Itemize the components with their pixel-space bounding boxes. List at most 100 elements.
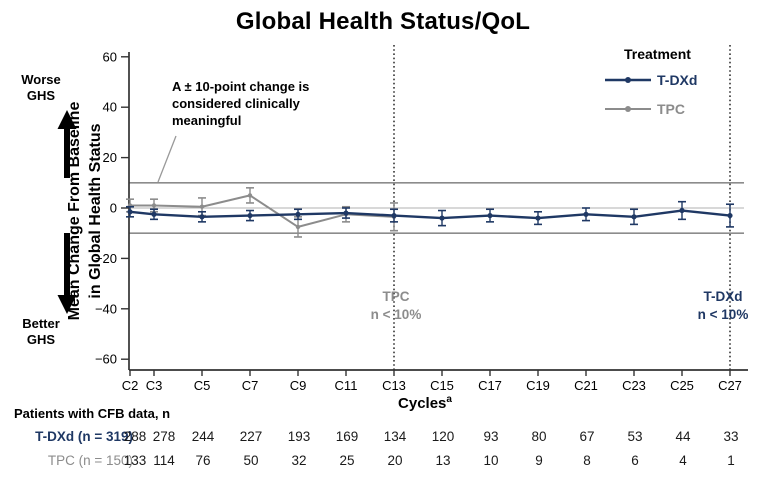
data-point <box>679 207 685 214</box>
data-point <box>127 209 133 215</box>
y-tick-label: 60 <box>103 49 117 64</box>
table-cell-t-dxd-c2: 288 <box>123 429 147 444</box>
better-ghs-label: Better GHS <box>12 316 70 348</box>
better-down-arrow-icon <box>57 233 77 314</box>
table-cell-tpc-c17: 10 <box>483 453 499 468</box>
chart-title: Global Health Status/QoL <box>235 8 531 35</box>
legend-label: TPC <box>657 101 685 117</box>
legend-item-tpc: TPC <box>604 99 754 119</box>
series-tdxd <box>126 200 734 228</box>
note-line2: considered clinically <box>172 96 300 111</box>
table-cell-tpc-c21: 8 <box>583 453 591 468</box>
data-point <box>151 203 157 208</box>
data-point <box>535 215 541 221</box>
tpc-dropout-line2: n < 10% <box>370 307 422 322</box>
x-tick-label: C3 <box>146 378 163 393</box>
better-ghs-line2: GHS <box>26 332 56 347</box>
x-tick-label: C9 <box>290 378 307 393</box>
x-tick-label: C5 <box>194 378 211 393</box>
axes: 60 40 20 0 −20 −40 −60 C2 C3 C5 C7 C9 C11 C13 C15 C17 C1… <box>95 49 748 393</box>
data-point <box>295 224 301 230</box>
table-cell-tpc-c25: 4 <box>679 453 687 468</box>
better-ghs-line1: Better <box>22 316 60 331</box>
data-point <box>199 204 205 209</box>
table-cell-tpc-c3: 114 <box>153 453 175 468</box>
reference-lines <box>129 182 744 234</box>
table-cell-tpc-c27: 1 <box>727 453 735 468</box>
y-tick-label: 0 <box>110 201 117 216</box>
tdxd-dropout-label: T-DXd n < 10% <box>698 288 749 324</box>
worse-up-arrow-icon <box>57 110 77 178</box>
clinically-meaningful-note: A ± 10-point change is considered clinic… <box>172 78 309 129</box>
table-cell-t-dxd-c23: 53 <box>627 429 643 444</box>
x-tick-label: C25 <box>670 378 694 393</box>
table-cell-t-dxd-c21: 67 <box>579 429 595 444</box>
data-point <box>391 212 397 219</box>
direction-arrows <box>57 110 77 314</box>
data-point <box>487 212 493 219</box>
y-tick-label: 40 <box>103 100 117 115</box>
table-cell-t-dxd-c13: 134 <box>383 429 407 444</box>
table-header: Patients with CFB data, n <box>14 406 171 421</box>
worse-ghs-label: Worse GHS <box>12 72 70 104</box>
table-cell-tpc-c5: 76 <box>195 453 211 468</box>
legend-marker-icon <box>605 106 651 112</box>
note-line1: A ± 10-point change is <box>172 79 310 94</box>
data-point <box>247 193 253 198</box>
table-cell-t-dxd-c19: 80 <box>531 429 547 444</box>
x-axis-title: Cyclesa <box>398 394 452 412</box>
data-point <box>631 214 637 220</box>
data-point <box>199 214 205 220</box>
x-tick-label: C21 <box>574 378 598 393</box>
tpc-dropout-label: TPC n < 10% <box>371 288 422 324</box>
table-cell-tpc-c23: 6 <box>631 453 639 468</box>
table-cell-t-dxd-c3: 278 <box>152 429 176 444</box>
data-point <box>439 215 445 221</box>
table-cell-t-dxd-c15: 120 <box>431 429 455 444</box>
series-line <box>129 209 731 220</box>
x-tick-label: C13 <box>382 378 406 393</box>
annotation-leader-line <box>157 135 177 183</box>
x-tick-label: C17 <box>478 378 502 393</box>
data-point <box>343 210 349 216</box>
worse-ghs-line1: Worse <box>21 72 61 87</box>
x-tick-label: C2 <box>122 378 139 393</box>
table-cell-t-dxd-c11: 169 <box>335 429 359 444</box>
table-cell-tpc-c2: 133 <box>123 453 147 468</box>
x-tick-label: C15 <box>430 378 454 393</box>
table-cell-tpc-c19: 9 <box>535 453 543 468</box>
table-cell-t-dxd-c17: 93 <box>483 429 499 444</box>
table-row-label-tpc: TPC (n = 150) <box>47 453 133 468</box>
y-tick-label: −20 <box>95 251 117 266</box>
x-tick-label: C11 <box>335 378 358 393</box>
legend: Treatment T-DXd TPC <box>604 46 754 128</box>
legend-item-tdxd: T-DXd <box>604 70 754 90</box>
table-cell-tpc-c15: 13 <box>435 453 451 468</box>
legend-label: T-DXd <box>657 72 698 88</box>
legend-items: T-DXd TPC <box>604 70 754 119</box>
tdxd-dropout-line2: n < 10% <box>697 307 749 322</box>
y-tick-label: −60 <box>95 352 117 367</box>
table-cell-tpc-c13: 20 <box>387 453 403 468</box>
series-line <box>130 194 395 228</box>
table-cell-tpc-c11: 25 <box>339 453 355 468</box>
x-axis-title-text: Cycles <box>398 395 447 412</box>
x-tick-label: C7 <box>242 378 259 393</box>
data-point <box>295 211 301 217</box>
tdxd-dropout-line1: T-DXd <box>703 289 743 304</box>
x-axis-title-superscript: a <box>446 394 452 405</box>
table-cell-t-dxd-c25: 44 <box>675 429 691 444</box>
data-point <box>151 211 157 217</box>
legend-title: Treatment <box>624 46 691 62</box>
y-tick-label: 20 <box>103 150 117 165</box>
table-cell-t-dxd-c7: 227 <box>239 429 263 444</box>
series-tpc <box>126 187 398 238</box>
data-point <box>583 211 589 217</box>
table-row-label-tdxd: T-DXd (n = 319) <box>35 429 133 444</box>
table-cell-t-dxd-c5: 244 <box>191 429 215 444</box>
x-tick-label: C23 <box>622 378 646 393</box>
x-tick-label: C19 <box>526 378 550 393</box>
note-line3: meaningful <box>172 113 242 128</box>
